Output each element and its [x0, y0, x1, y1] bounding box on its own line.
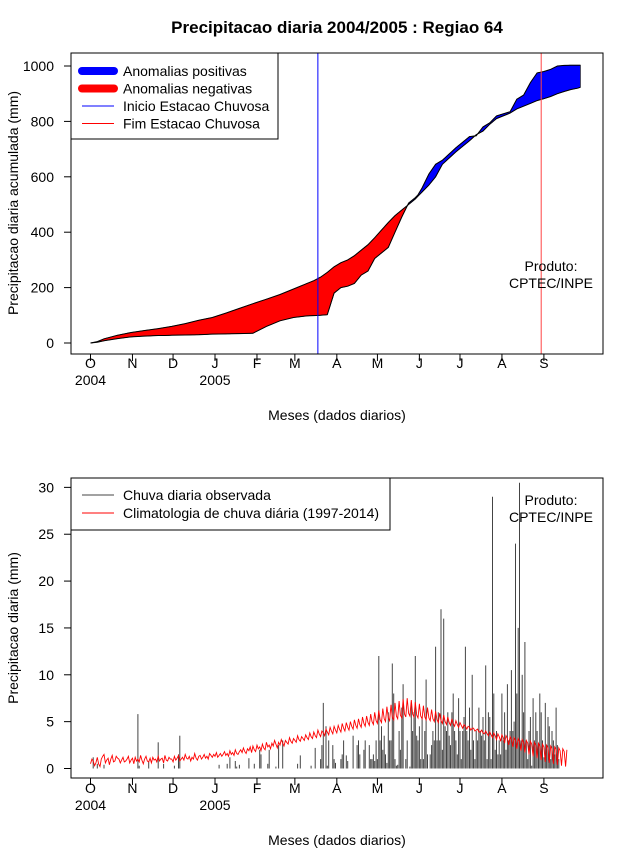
- bottom-x-tick-label: D: [168, 780, 178, 796]
- bottom-x-tick-label: O: [85, 780, 96, 796]
- bottom-y-tick-label: 10: [38, 667, 54, 683]
- top-x-tick-label: A: [332, 355, 342, 371]
- bottom-x-tick-label: N: [127, 780, 137, 796]
- bottom-x-tick-label: J: [212, 780, 219, 796]
- season-lines: [317, 53, 542, 354]
- legend-label-climatology: Climatologia de chuva diária (1997-2014): [123, 505, 379, 521]
- bottom-legend-box: [70, 477, 391, 531]
- legend-label-season-end: Fim Estacao Chuvosa: [123, 116, 260, 132]
- bottom-x-tick-label: F: [253, 780, 262, 796]
- bottom-x-axis: O N D J F M A M J J A S 2004 2005: [75, 778, 549, 813]
- top-legend: Anomalias positivas Anomalias negativas …: [70, 52, 279, 140]
- top-x-axis-label: Meses (dados diarios): [268, 407, 406, 423]
- climatology-line: [90, 698, 568, 769]
- bottom-x-tick-label: J: [456, 780, 463, 796]
- cumulative-lines: [90, 64, 581, 344]
- top-x-tick-label: A: [497, 355, 507, 371]
- bottom-y-tick-label: 20: [38, 573, 54, 589]
- bottom-x-axis-label: Meses (dados diarios): [268, 832, 406, 848]
- bottom-y-tick-label: 5: [46, 714, 54, 730]
- bottom-y-axis: 0 5 10 15 20 25 30: [38, 479, 71, 777]
- chart-title: Precipitacao diaria 2004/2005 : Regiao 6…: [171, 18, 503, 37]
- bottom-y-tick-label: 0: [46, 761, 54, 777]
- top-x-tick-label: D: [168, 355, 178, 371]
- bottom-y-tick-label: 25: [38, 526, 54, 542]
- top-x-tick-label: N: [127, 355, 137, 371]
- legend-label-season-start: Inicio Estacao Chuvosa: [123, 98, 270, 114]
- legend-label-observed: Chuva diaria observada: [123, 487, 271, 503]
- top-x-tick-label: M: [372, 355, 384, 371]
- climatology-cumulative-line: [90, 86, 581, 344]
- bottom-year-label: 2004: [75, 797, 106, 813]
- top-y-tick-label: 1000: [23, 58, 54, 74]
- bottom-y-axis-label: Precipitacao diaria (mm): [5, 552, 21, 704]
- bottom-annotation-line1: Produto:: [525, 492, 578, 508]
- bottom-year-label: 2005: [199, 797, 230, 813]
- top-x-tick-label: S: [539, 355, 548, 371]
- legend-label-negative: Anomalias negativas: [123, 81, 252, 97]
- bottom-annotation-line2: CPTEC/INPE: [509, 509, 593, 525]
- top-y-tick-label: 600: [31, 169, 55, 185]
- top-x-tick-label: O: [85, 355, 96, 371]
- bottom-y-tick-label: 15: [38, 620, 54, 636]
- top-x-tick-label: F: [253, 355, 262, 371]
- legend-label-positive: Anomalias positivas: [123, 63, 247, 79]
- bottom-x-tick-label: A: [497, 780, 507, 796]
- observed-cumulative-line: [90, 64, 581, 344]
- top-year-label: 2004: [75, 372, 106, 388]
- top-y-tick-label: 200: [31, 280, 55, 296]
- top-x-tick-label: M: [289, 355, 301, 371]
- cumulative-chart: 0 200 400 600 800 1000 O N D J F M A M J J A S 2004 2005 P…: [5, 52, 604, 423]
- climatology-daily-line: [90, 698, 568, 769]
- top-annotation-line2: CPTEC/INPE: [509, 275, 593, 291]
- top-x-tick-label: J: [212, 355, 219, 371]
- bottom-x-tick-label: S: [539, 780, 548, 796]
- top-y-tick-label: 400: [31, 224, 55, 240]
- top-year-label: 2005: [199, 372, 230, 388]
- top-annotation-line1: Produto:: [525, 258, 578, 274]
- bottom-x-tick-label: M: [372, 780, 384, 796]
- bottom-y-tick-label: 30: [38, 479, 54, 495]
- top-x-tick-label: J: [416, 355, 423, 371]
- top-x-axis: O N D J F M A M J J A S 2004 2005: [75, 354, 549, 388]
- bottom-x-tick-label: J: [416, 780, 423, 796]
- top-y-axis: 0 200 400 600 800 1000: [23, 58, 71, 351]
- top-y-tick-label: 0: [46, 335, 54, 351]
- top-y-axis-label: Precipitacao diaria acumulada (mm): [5, 91, 21, 315]
- top-y-tick-label: 800: [31, 113, 55, 129]
- daily-chart: 0 5 10 15 20 25 30 O N D J F M A M J J A S 2004 2005 Precip…: [5, 477, 604, 848]
- bottom-legend: Chuva diaria observada Climatologia de c…: [70, 477, 391, 531]
- bottom-x-tick-label: M: [289, 780, 301, 796]
- top-x-tick-label: J: [456, 355, 463, 371]
- bottom-x-tick-label: A: [332, 780, 342, 796]
